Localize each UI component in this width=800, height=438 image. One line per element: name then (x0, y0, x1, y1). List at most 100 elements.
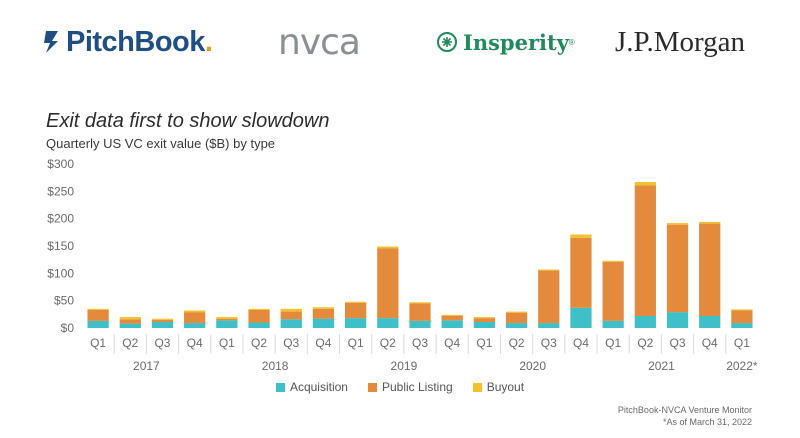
stacked-bar-chart: $0 $50 $100 $150 $200 $250 $300 Q1 Q2 Q3 Q4 Q1 Q2 Q3 Q… (47, 157, 758, 373)
bar-segment-public-listing (248, 309, 270, 323)
bar-segment-acquisition (441, 320, 463, 328)
jpmorgan-logo-text: J.P.Morgan (615, 25, 745, 58)
bar-segment-public-listing (538, 270, 560, 324)
y-tick-label: $100 (47, 266, 74, 280)
y-tick-label: $50 (54, 294, 74, 308)
bar-segment-public-listing (87, 309, 109, 321)
legend-label-acquisition: Acquisition (289, 380, 348, 394)
bar-segment-public-listing (377, 248, 399, 319)
bar-segment-public-listing (731, 310, 753, 324)
bar-segment-buyout (666, 223, 689, 225)
bar-segment-acquisition (538, 323, 560, 328)
legend-label-public-listing: Public Listing (381, 380, 453, 394)
bar-segment-acquisition (666, 312, 689, 328)
nvca-logo: nvca (278, 22, 361, 63)
x-tick-label: Q3 (541, 336, 557, 350)
bar-segment-buyout (280, 308, 302, 312)
bar-segment-acquisition (505, 323, 528, 328)
x-tick-label: Q4 (315, 336, 331, 350)
bar-segment-acquisition (409, 320, 431, 328)
year-label: 2020 (519, 359, 546, 373)
legend-swatch-public-listing (367, 382, 377, 392)
year-label: 2019 (391, 359, 418, 373)
x-tick-label: Q1 (90, 336, 106, 350)
x-tick-label: Q1 (219, 336, 235, 350)
bar-segment-acquisition (216, 320, 238, 328)
as-of-note: *As of March 31, 2022 (662, 417, 752, 427)
x-tick-label: Q1 (476, 336, 492, 350)
bar-segment-acquisition (248, 322, 270, 328)
legend-item-acquisition: Acquisition (275, 380, 348, 394)
bar-segment-buyout (377, 246, 399, 249)
bar-segment-acquisition (634, 315, 656, 328)
bar-segment-buyout (602, 260, 624, 262)
bar-segment-buyout (505, 311, 528, 313)
bar-segment-buyout (184, 310, 206, 313)
pitchbook-mark-icon (44, 31, 58, 53)
bar-segment-buyout (699, 221, 721, 224)
bar-segment-public-listing (441, 315, 463, 321)
source-line: PitchBook-NVCA Venture Monitor (617, 405, 752, 415)
bar-segment-acquisition (280, 319, 302, 328)
bar-segment-public-listing (409, 303, 431, 321)
x-tick-label: Q4 (187, 336, 203, 350)
bar-segment-public-listing (699, 223, 721, 316)
x-tick-label: Q4 (573, 336, 589, 350)
year-label: 2017 (133, 359, 160, 373)
bar-segment-buyout (119, 317, 141, 320)
year-label: 2022* (726, 359, 758, 373)
year-label: 2021 (648, 359, 675, 373)
chart-title: Exit data first to show slowdown (46, 110, 330, 132)
chart-legend: Acquisition Public Listing Buyout (0, 380, 800, 394)
bar-segment-public-listing (634, 185, 656, 316)
bar-segment-public-listing (473, 318, 496, 322)
bar-segment-buyout (312, 307, 335, 309)
bar-segment-buyout (634, 182, 656, 186)
bar-segment-acquisition (151, 321, 174, 328)
insperity-mark-icon (437, 32, 457, 52)
bar-segment-buyout (538, 269, 560, 271)
bar-segment-buyout (473, 317, 496, 319)
x-tick-label: Q2 (380, 336, 396, 350)
bar-segment-acquisition (699, 315, 721, 328)
legend-item-buyout: Buyout (472, 380, 525, 394)
legend-label-buyout: Buyout (486, 380, 525, 394)
bar-segment-public-listing (666, 224, 689, 313)
x-tick-label: Q3 (412, 336, 428, 350)
x-tick-label: Q2 (637, 336, 653, 350)
pitchbook-logo-dot: . (204, 25, 213, 58)
y-tick-label: $150 (47, 239, 74, 253)
source-note: PitchBook-NVCA Venture Monitor *As of Ma… (618, 404, 752, 428)
bar-segment-public-listing (344, 302, 367, 319)
bar-segment-buyout (441, 314, 463, 316)
bar-segment-acquisition (344, 318, 367, 328)
bar-segment-public-listing (151, 319, 174, 322)
x-tick-label: Q1 (348, 336, 364, 350)
x-tick-label: Q2 (122, 336, 138, 350)
y-tick-label: $0 (61, 321, 75, 335)
insperity-logo: Insperity ® (436, 22, 575, 62)
insperity-logo-text: Insperity (463, 29, 569, 55)
bar-segment-acquisition (731, 323, 753, 328)
legend-item-public-listing: Public Listing (367, 380, 453, 394)
bar-segment-buyout (216, 317, 238, 319)
legend-swatch-acquisition (275, 382, 285, 392)
bar-segment-buyout (570, 234, 592, 238)
x-tick-label: Q3 (154, 336, 170, 350)
bar-segment-public-listing (216, 318, 238, 321)
bar-segment-buyout (248, 308, 270, 310)
bar-segment-public-listing (312, 308, 335, 319)
bar-segment-buyout (344, 301, 367, 303)
bar-segment-acquisition (473, 321, 496, 328)
bar-segment-buyout (87, 308, 109, 310)
bar-segment-public-listing (602, 261, 624, 321)
x-tick-label: Q4 (444, 336, 460, 350)
insperity-registered-mark: ® (568, 37, 575, 47)
y-tick-label: $250 (47, 184, 74, 198)
bar-segment-acquisition (312, 318, 335, 328)
bar-segment-acquisition (570, 307, 592, 328)
bar-segment-acquisition (602, 320, 624, 328)
bar-segment-public-listing (184, 312, 206, 324)
bar-segment-acquisition (119, 323, 141, 328)
legend-swatch-buyout (472, 382, 482, 392)
